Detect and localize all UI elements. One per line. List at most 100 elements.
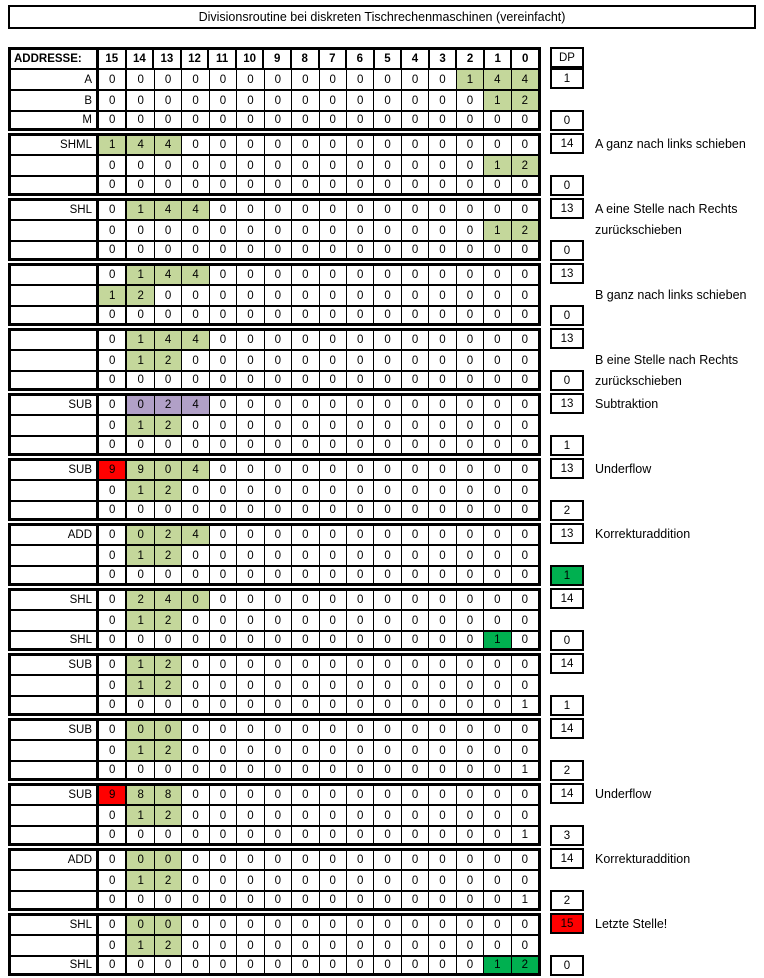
digit-cell: 1 [510, 827, 538, 843]
digit-cell: 0 [181, 936, 208, 955]
dp-box: 13 [550, 523, 584, 544]
row-label: SHL [11, 201, 99, 219]
digit-cell: 0 [318, 676, 346, 695]
digit-cell: 0 [455, 697, 483, 713]
digit-cell: 0 [208, 546, 236, 565]
digit-cell: 4 [181, 201, 209, 219]
digit-cell: 0 [236, 936, 263, 955]
digit-cell: 0 [400, 201, 428, 219]
digit-cell: 0 [428, 721, 455, 739]
digit-cell: 0 [125, 697, 153, 713]
digit-cell: 0 [236, 892, 263, 908]
digit-cell: 0 [400, 591, 428, 609]
digit-cell: 0 [400, 461, 428, 479]
digit-cell: 0 [483, 916, 510, 934]
digit-cell: 0 [345, 286, 373, 305]
digit-cell: 0 [455, 591, 483, 609]
row-label [11, 177, 99, 193]
digit-cell: 0 [400, 697, 428, 713]
digit-cell: 0 [291, 91, 318, 110]
digit-cell: 0 [428, 871, 455, 890]
digit-cell: 0 [428, 957, 455, 973]
digit-cell: 0 [455, 546, 483, 565]
digit-cell: 0 [510, 437, 538, 453]
digit-cell: 0 [236, 286, 263, 305]
digit-cell: 0 [153, 91, 181, 110]
digit-cell: 0 [400, 806, 428, 825]
digit-cell: 0 [373, 916, 400, 934]
digit-cell: 0 [236, 697, 263, 713]
dp-box: 2 [550, 760, 584, 781]
digit-cell: 0 [109, 724, 116, 736]
digit-cell: 0 [483, 697, 510, 713]
digit-cell: 0 [455, 372, 483, 388]
digit-cell: 0 [455, 806, 483, 825]
digit-cell: 0 [400, 526, 428, 544]
digit-cell: 0 [125, 502, 153, 518]
digit-cell: 0 [428, 936, 455, 955]
digit-cell: 4 [153, 136, 182, 154]
digit-cell: 0 [318, 221, 346, 240]
digit-cell: 0 [263, 611, 291, 630]
digit-cell: 0 [455, 871, 483, 890]
digit-cell: 0 [208, 676, 236, 695]
digit-cell: 0 [153, 372, 181, 388]
digit-cell: 0 [373, 156, 400, 175]
digit-cell: 0 [483, 461, 510, 479]
digit-cell: 0 [291, 502, 318, 518]
dp-box: 1 [550, 695, 584, 716]
digit-cell: 4 [153, 201, 182, 219]
digit-cell: 2 [510, 221, 538, 240]
digit-cell: 0 [455, 567, 483, 583]
dp-box: 2 [550, 500, 584, 521]
digit-cell: 0 [428, 502, 455, 518]
digit-cell: 0 [373, 201, 400, 219]
digit-cell: 0 [318, 502, 346, 518]
dp-box: 2 [550, 890, 584, 911]
row-label [11, 806, 99, 825]
digit-cell: 0 [291, 481, 318, 500]
digit-cell: 0 [400, 936, 428, 955]
digit-cell: 0 [345, 416, 373, 435]
digit-cell: 0 [109, 114, 116, 126]
digit-cell: 0 [510, 721, 538, 739]
digit-cell: 0 [236, 916, 263, 934]
digit-cell: 0 [208, 437, 236, 453]
digit-cell: 0 [263, 112, 291, 128]
digit-cell: 0 [181, 697, 208, 713]
digit-cell: 0 [236, 396, 263, 414]
digit-cell: 0 [263, 851, 291, 869]
row-label: B [11, 91, 99, 110]
digit-cell: 1 [125, 656, 154, 674]
digit-cell: 0 [318, 892, 346, 908]
digit-cell: 0 [109, 224, 116, 237]
digit-cell: 0 [318, 611, 346, 630]
digit-cell: 0 [400, 481, 428, 500]
table-block: ADDRESSE: 15 14 13 12 11 10 9 8 7 6 5 4 3 2 1 0 DP A 0 0 0 0 0 0… [8, 47, 764, 131]
table-block: SUB 0 0 2 4 0 0 0 0 0 0 0 0 0 0 0 0 13 Subtraktion 0 1 2 0 0 0 0 0… [8, 393, 764, 456]
digit-cell: 0 [318, 416, 346, 435]
digit-cell: 0 [236, 721, 263, 739]
digit-cell: 0 [318, 806, 346, 825]
row-label [11, 546, 99, 565]
digit-cell: 0 [345, 91, 373, 110]
digit-cell: 0 [109, 679, 116, 692]
digit-cell: 0 [483, 201, 510, 219]
digit-cell: 0 [109, 159, 116, 172]
digit-cell: 0 [373, 177, 400, 193]
digit-cell: 0 [153, 721, 182, 739]
digit-cell: 0 [109, 874, 116, 887]
digit-cell: 0 [291, 156, 318, 175]
digit-cell: 0 [483, 112, 510, 128]
